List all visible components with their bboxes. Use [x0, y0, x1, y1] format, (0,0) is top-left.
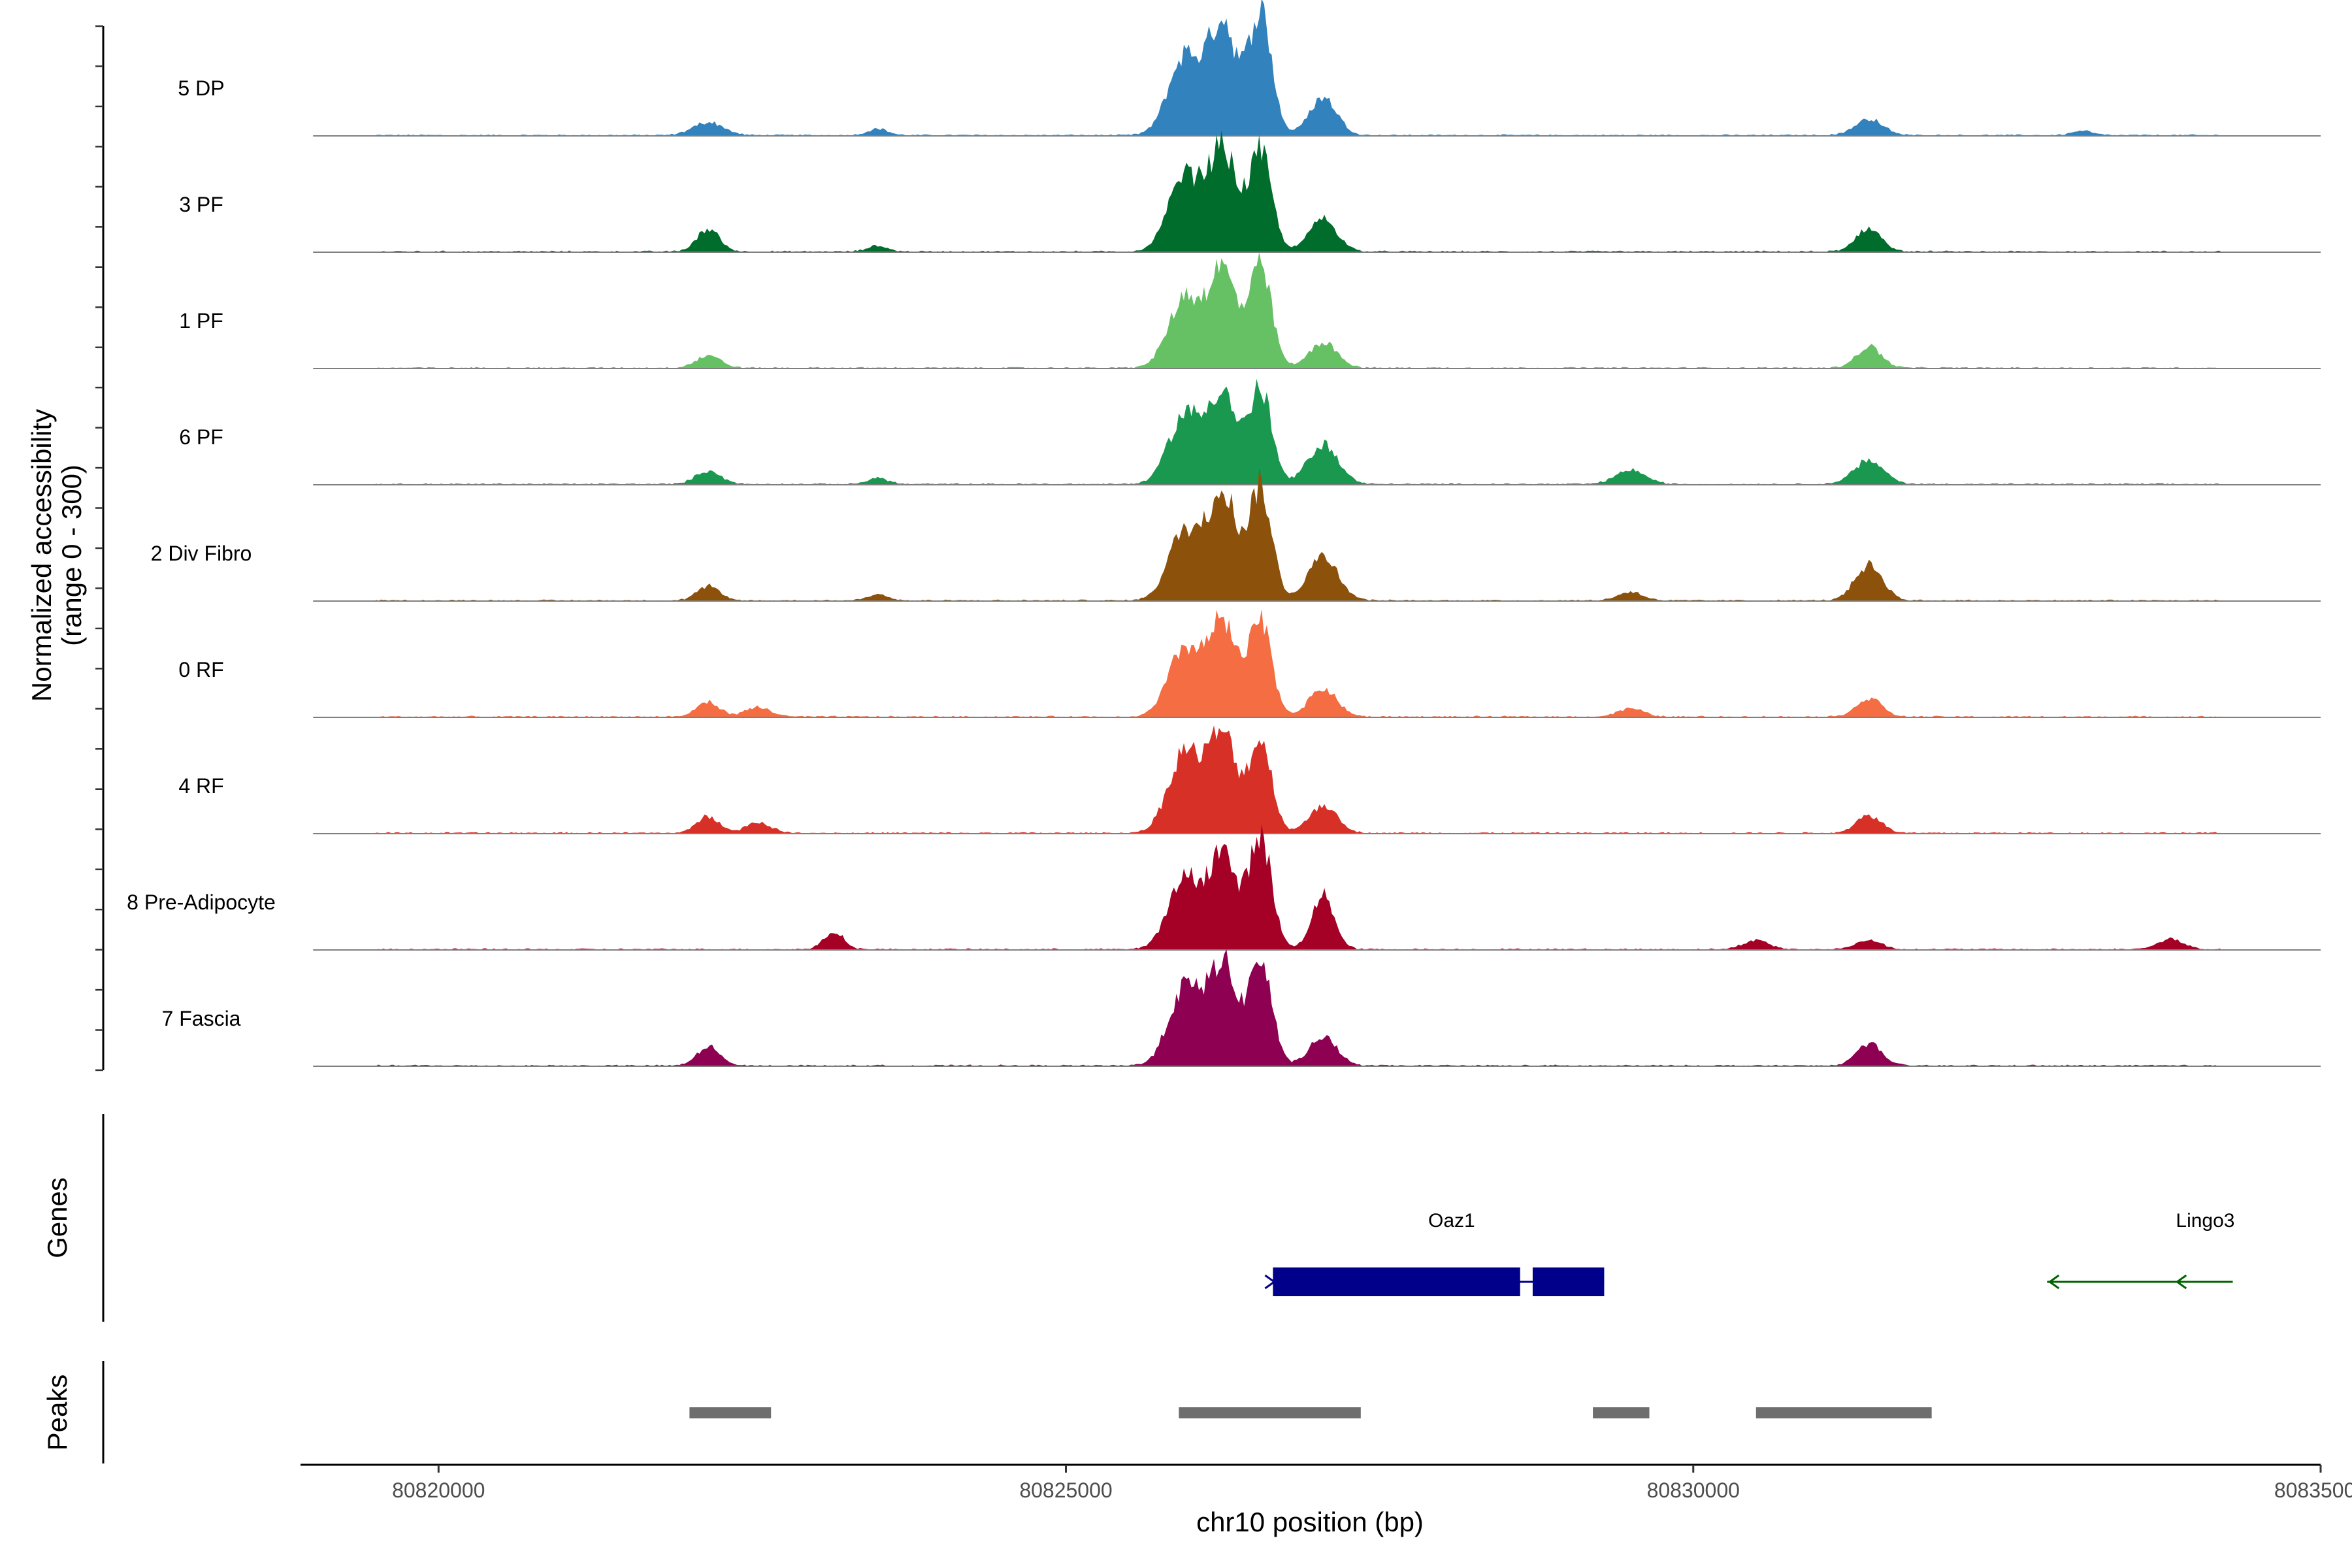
track-label: 8 Pre-Adipocyte — [127, 890, 276, 914]
peaks-panel-label: Peaks — [42, 1375, 73, 1451]
peak-region-bar — [689, 1407, 772, 1418]
gene-label: Oaz1 — [1428, 1210, 1475, 1232]
coverage-area — [376, 725, 2221, 834]
track-2-div-fibro: 2 Div Fibro — [151, 468, 2321, 602]
x-tick-label: 80820000 — [392, 1478, 485, 1502]
track-label: 4 RF — [178, 774, 223, 798]
peak-regions-track — [689, 1407, 1932, 1418]
strand-arrow-icon — [2048, 1274, 2060, 1290]
strand-arrow-icon — [2175, 1274, 2187, 1290]
track-3-pf: 3 PF — [179, 130, 2321, 253]
gene-exon — [1273, 1267, 1520, 1296]
track-4-rf: 4 RF — [178, 725, 2321, 834]
coverage-area — [376, 252, 2221, 368]
coverage-area — [376, 949, 2221, 1066]
track-label: 3 PF — [179, 193, 223, 216]
track-label: 7 Fascia — [162, 1007, 241, 1030]
track-0-rf: 0 RF — [178, 609, 2321, 718]
track-6-pf: 6 PF — [179, 378, 2321, 485]
coverage-area — [376, 378, 2221, 485]
x-tick-label: 80830000 — [1647, 1478, 1740, 1502]
track-label: 1 PF — [179, 309, 223, 333]
track-label: 2 Div Fibro — [151, 542, 252, 565]
x-axis-title: chr10 position (bp) — [1196, 1507, 1424, 1537]
peak-region-bar — [1593, 1407, 1650, 1418]
gene-label: Lingo3 — [2176, 1210, 2234, 1232]
track-1-pf: 1 PF — [179, 252, 2321, 369]
gene-annotation-track: Oaz1 Lingo3 — [1264, 1210, 2234, 1296]
track-7-fascia: 7 Fascia — [162, 949, 2321, 1067]
peak-region-bar — [1756, 1407, 1932, 1418]
coverage-area — [376, 0, 2221, 136]
coverage-area — [376, 824, 2221, 950]
coverage-area — [376, 130, 2221, 252]
coverage-y-axis — [95, 25, 105, 1071]
gene-oaz1: Oaz1 — [1264, 1210, 1605, 1296]
track-8-pre-adipocyte: 8 Pre-Adipocyte — [127, 824, 2321, 951]
gene-lingo3: Lingo3 — [2047, 1210, 2234, 1290]
x-axis: 80820000 80825000 80830000 80835000 — [301, 1463, 2352, 1502]
coverage-area — [376, 468, 2221, 601]
x-tick-label: 80835000 — [2274, 1478, 2352, 1502]
track-5-dp: 5 DP — [178, 0, 2321, 137]
track-label: 5 DP — [178, 76, 224, 100]
coverage-area — [376, 609, 2221, 717]
gene-exon — [1532, 1267, 1605, 1296]
strand-arrow-icon — [1264, 1274, 1276, 1290]
y-axis-title-line2: (range 0 - 300) — [56, 465, 87, 646]
track-label: 6 PF — [179, 425, 223, 449]
track-label: 0 RF — [178, 658, 223, 681]
x-tick-label: 80825000 — [1019, 1478, 1112, 1502]
genes-panel-label: Genes — [42, 1177, 73, 1258]
peak-region-bar — [1179, 1407, 1361, 1418]
y-axis-title-line1: Normalized accessibility — [26, 409, 57, 702]
coverage-tracks: 5 DP 3 PF 1 PF 6 PF 2 Div Fibro 0 RF 4 RF 8 Pre… — [127, 0, 2321, 1067]
